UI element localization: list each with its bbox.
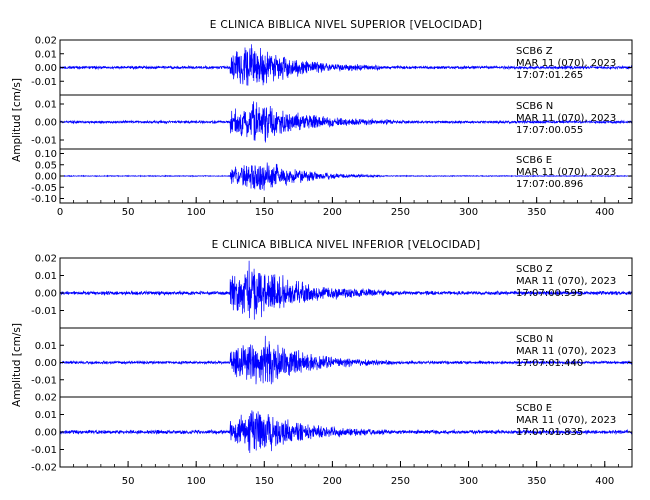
y-tick-label: 0.00 [35,358,57,369]
y-tick-label: -0.01 [31,136,57,147]
trace-date: MAR 11 (070), 2023 [516,113,616,124]
y-axis-label: Amplitud [cm/s] [11,323,23,407]
y-tick-label: -0.10 [31,194,57,205]
y-tick-label: 0.00 [35,172,57,183]
x-tick-label: 350 [527,476,546,487]
y-tick-label: -0.05 [31,183,57,194]
trace-station-label: SCB6 Z [516,46,553,57]
x-tick-label: 250 [391,207,410,218]
y-tick-label: 0.10 [35,149,57,160]
y-tick-label: 0.01 [35,100,57,111]
trace-station-label: SCB6 N [516,101,553,112]
trace-time: 17:07:01.835 [516,427,583,438]
x-tick-label: 50 [122,207,135,218]
y-tick-label: 0.02 [35,393,57,404]
x-tick-label: 200 [323,207,342,218]
y-tick-label: -0.01 [31,375,57,386]
chart-title: E CLINICA BIBLICA NIVEL SUPERIOR [VELOCI… [210,19,482,31]
y-tick-label: 0.00 [35,63,57,74]
trace-time: 17:07:00.896 [516,179,583,190]
x-tick-label: 150 [255,207,274,218]
x-tick-label: 300 [459,207,478,218]
y-tick-label: 0.01 [35,271,57,282]
waveform-SCB6-E [59,162,633,191]
y-tick-label: -0.02 [31,463,57,474]
waveform-SCB0-E [59,410,633,454]
trace-date: MAR 11 (070), 2023 [516,58,616,69]
trace-date: MAR 11 (070), 2023 [516,346,616,357]
x-tick-label: 400 [595,476,614,487]
trace-time: 17:07:00.055 [516,125,583,136]
waveform-SCB0-N [59,335,633,385]
y-tick-label: 0.00 [35,289,57,300]
x-tick-label: 400 [595,207,614,218]
x-tick-label: 200 [323,476,342,487]
x-tick-label: 250 [391,476,410,487]
y-tick-label: 0.00 [35,428,57,439]
x-tick-label: 300 [459,476,478,487]
y-tick-label: 0.02 [35,254,57,265]
y-tick-label: 0.01 [35,410,57,421]
trace-station-label: SCB6 E [516,155,552,166]
chart-panel-1: E CLINICA BIBLICA NIVEL SUPERIOR [VELOCI… [11,19,633,218]
trace-time: 17:07:00.595 [516,288,583,299]
y-tick-label: 0.01 [35,341,57,352]
trace-time: 17:07:01.440 [516,358,583,369]
x-tick-label: 150 [255,476,274,487]
waveform-SCB0-Z [59,260,632,320]
y-tick-label: 0.00 [35,118,57,129]
x-tick-label: 350 [527,207,546,218]
y-tick-label: -0.01 [31,445,57,456]
trace-station-label: SCB0 N [516,334,553,345]
chart-panel-2: E CLINICA BIBLICA NIVEL INFERIOR [VELOCI… [11,239,633,487]
trace-date: MAR 11 (070), 2023 [516,415,616,426]
y-tick-label: 0.05 [35,160,57,171]
x-tick-label: 100 [187,207,206,218]
y-axis-label: Amplitud [cm/s] [11,78,23,162]
waveform-SCB6-N [59,101,633,143]
trace-date: MAR 11 (070), 2023 [516,167,616,178]
waveform-SCB6-Z [59,44,633,86]
y-tick-label: 0.01 [35,49,57,60]
y-tick-label: -0.01 [31,306,57,317]
chart-title: E CLINICA BIBLICA NIVEL INFERIOR [VELOCI… [212,239,481,251]
x-tick-label: 100 [187,476,206,487]
x-tick-label: 0 [57,207,63,218]
trace-time: 17:07:01.265 [516,70,583,81]
trace-station-label: SCB0 Z [516,264,553,275]
y-tick-label: 0.02 [35,36,57,47]
y-tick-label: -0.01 [31,77,57,88]
trace-station-label: SCB0 E [516,403,552,414]
trace-date: MAR 11 (070), 2023 [516,276,616,287]
x-tick-label: 50 [122,476,135,487]
